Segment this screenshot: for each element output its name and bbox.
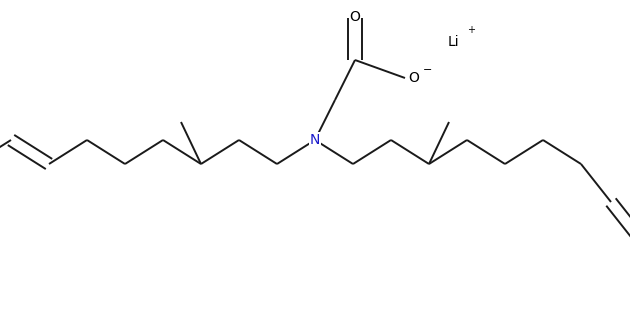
Text: Li: Li [448,35,460,49]
Text: O: O [350,10,360,24]
Text: −: − [423,65,432,75]
Text: N: N [310,133,320,147]
Text: O: O [408,71,419,85]
Text: +: + [467,25,475,35]
